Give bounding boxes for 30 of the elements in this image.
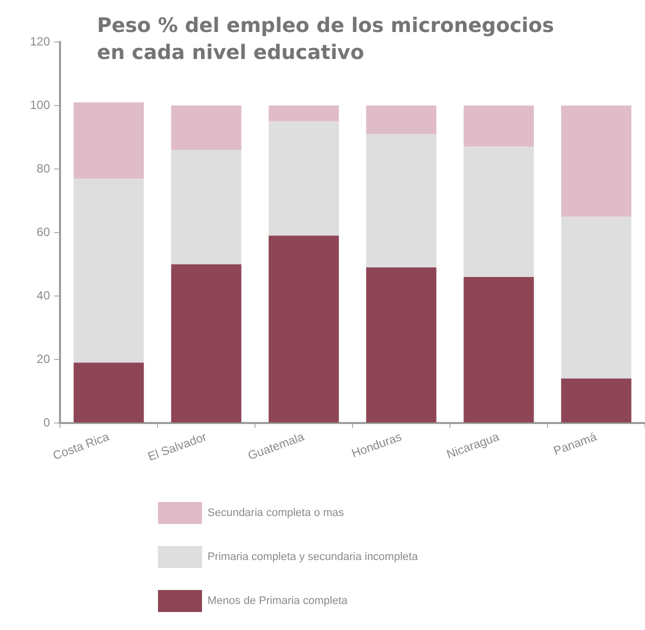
bar bbox=[171, 264, 242, 422]
bar bbox=[366, 106, 436, 134]
chart-title: Peso % del empleo de los micronegocios en cada nivel educativo bbox=[97, 12, 556, 66]
y-tick-label: 0 bbox=[43, 415, 50, 430]
bar bbox=[561, 216, 632, 379]
y-tick-label: 20 bbox=[36, 352, 50, 366]
y-tick-label: 40 bbox=[36, 288, 50, 302]
y-tick-label: 120 bbox=[30, 34, 50, 48]
legend-label: Secundaria completa o mas bbox=[208, 507, 344, 520]
bar bbox=[268, 121, 339, 236]
bar bbox=[268, 236, 339, 422]
legend-label: Primaria completa y secundaria incompleta bbox=[208, 551, 419, 564]
bar bbox=[74, 178, 144, 363]
bar bbox=[464, 106, 534, 147]
bar bbox=[74, 102, 144, 179]
bar bbox=[171, 106, 242, 150]
bar bbox=[171, 150, 242, 264]
bar bbox=[561, 378, 632, 422]
x-tick-label: Costa Rica bbox=[51, 429, 112, 463]
y-tick-label: 80 bbox=[36, 161, 50, 176]
legend-label: Menos de Primaria completa bbox=[208, 595, 348, 608]
bar bbox=[268, 106, 339, 122]
bar bbox=[366, 267, 436, 422]
bar bbox=[464, 146, 534, 277]
bar bbox=[561, 106, 632, 217]
y-tick-label: 60 bbox=[36, 224, 50, 239]
bar bbox=[464, 276, 534, 422]
y-tick-label: 100 bbox=[30, 98, 50, 112]
bar bbox=[74, 362, 144, 422]
bar bbox=[366, 134, 436, 268]
